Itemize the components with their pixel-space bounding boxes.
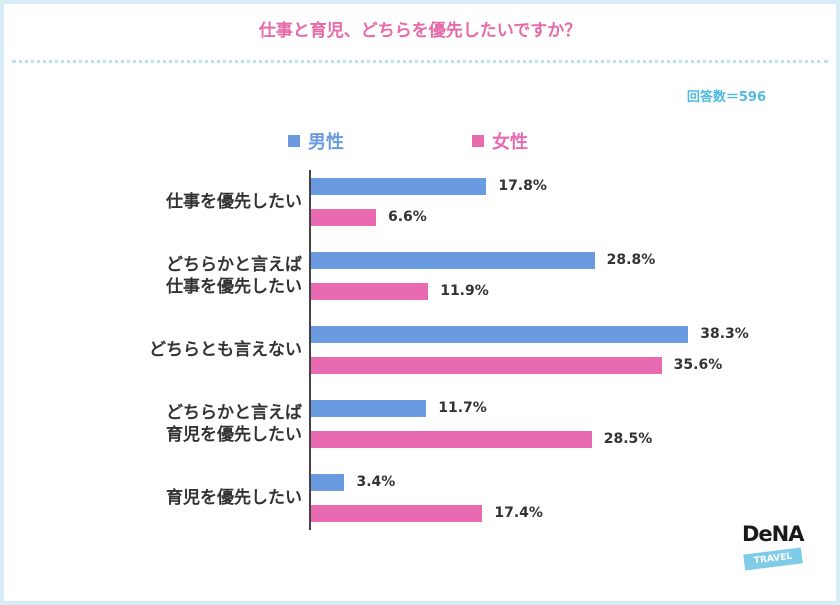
bar-female: [311, 505, 483, 522]
value-label-female: 17.4%: [494, 505, 543, 521]
bar-female: [311, 209, 376, 226]
category-label: どちらかと言えば 育児を優先したい: [80, 402, 302, 446]
bar-male: [311, 474, 345, 491]
category-label-line: どちらかと言えば: [166, 403, 302, 423]
value-label-female: 6.6%: [388, 209, 427, 225]
value-label-male: 11.7%: [438, 400, 487, 416]
legend-swatch-male: [288, 135, 300, 147]
value-label-female: 35.6%: [673, 357, 723, 373]
category-label-line: どちらかと言えば: [166, 255, 302, 275]
legend-label-female: 女性: [492, 132, 528, 153]
respondent-count: 回答数＝596: [686, 90, 766, 105]
category-label: どちらかと言えば 仕事を優先したい: [80, 254, 302, 298]
category-label-line: 仕事を優先したい: [166, 277, 302, 297]
bar-male: [311, 326, 689, 343]
chart-title: 仕事と育児、どちらを優先したいですか？: [258, 21, 582, 41]
category-label: 育児を優先したい: [80, 487, 302, 509]
legend-swatch-female: [472, 135, 484, 147]
bar-female: [311, 357, 662, 374]
logo-wordmark: DeNA: [742, 522, 805, 546]
category-axis: [309, 170, 311, 530]
value-label-male: 38.3%: [700, 326, 749, 342]
category-label: どちらとも言えない: [80, 339, 302, 361]
value-label-female: 28.5%: [603, 431, 653, 447]
bar-male: [311, 252, 595, 269]
value-label-male: 17.8%: [498, 178, 547, 194]
value-label-female: 11.9%: [440, 283, 489, 299]
category-label-line: 仕事を優先したい: [166, 192, 302, 212]
legend-item-female: 女性: [472, 128, 528, 154]
category-label-line: 育児を優先したい: [166, 488, 302, 508]
bar-female: [311, 283, 429, 300]
category-label-line: 育児を優先したい: [166, 425, 302, 445]
bar-female: [311, 431, 592, 448]
dotted-divider: [12, 60, 828, 63]
logo-tag: TRAVEL: [743, 547, 803, 571]
bar-male: [311, 400, 427, 417]
bar-male: [311, 178, 487, 195]
category-label-line: どちらとも言えない: [149, 340, 302, 360]
legend-item-male: 男性: [288, 128, 344, 154]
legend-label-male: 男性: [308, 132, 344, 153]
dena-travel-logo: DeNA TRAVEL: [742, 522, 806, 574]
value-label-male: 28.8%: [606, 252, 656, 268]
value-label-male: 3.4%: [356, 474, 396, 490]
category-label: 仕事を優先したい: [80, 191, 302, 213]
